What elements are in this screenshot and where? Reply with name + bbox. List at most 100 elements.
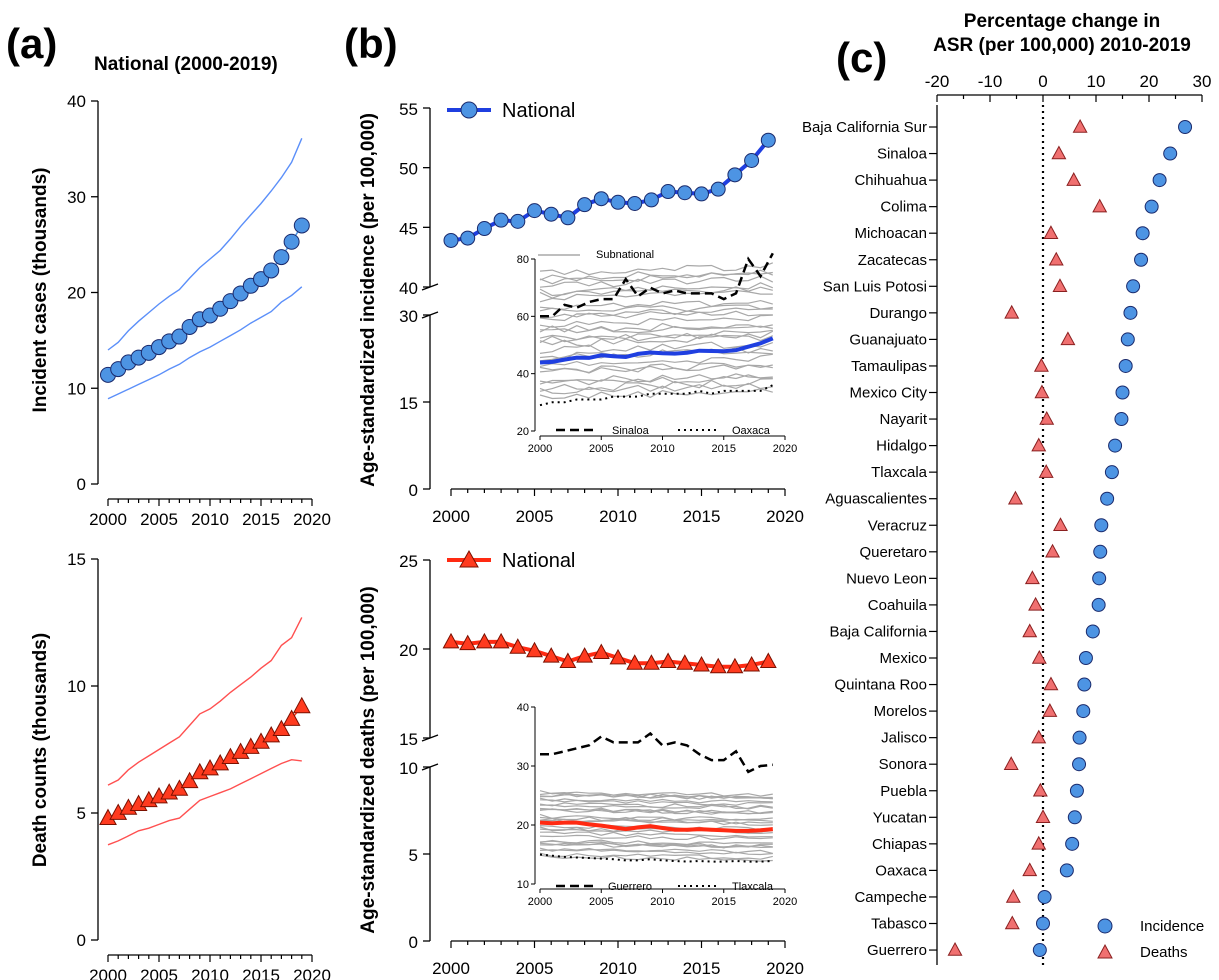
- legend-marker-circle: [460, 101, 478, 119]
- category-label: Mexico: [879, 650, 927, 667]
- incidence-point: [1126, 279, 1141, 294]
- chart-c-legend: Incidence Deaths: [1097, 918, 1204, 961]
- deaths-point: [1004, 304, 1020, 319]
- subnational-line: [539, 299, 773, 310]
- legend-label-oaxaca: Oaxaca: [732, 425, 771, 437]
- incidence-point: [1092, 571, 1107, 586]
- category-label: Tabasco: [871, 916, 927, 933]
- subnational-line: [539, 262, 774, 276]
- inset-y-tick-label: 10: [517, 879, 529, 891]
- deaths-point: [1072, 118, 1088, 133]
- x-tick-label: -20: [925, 72, 950, 91]
- category-label: Quintana Roo: [834, 677, 927, 694]
- category-label: Jalisco: [881, 730, 927, 747]
- x-tick-label: 2000: [432, 959, 470, 978]
- chart-b-deaths-ylabel: Age-standardized deaths (per 100,000): [358, 586, 379, 933]
- data-point: [744, 153, 760, 169]
- y-tick-label: 20: [67, 284, 86, 303]
- incidence-point: [1118, 358, 1133, 373]
- x-tick-label: 2010: [599, 959, 637, 978]
- subnational-line: [539, 808, 773, 815]
- y-tick-label: 0: [77, 931, 86, 950]
- subnational-line: [539, 269, 774, 282]
- x-tick-label: 2015: [683, 507, 721, 526]
- x-tick-label: 0: [1038, 72, 1047, 91]
- data-point: [693, 655, 710, 672]
- chart-b-deaths-plot: 0 5 10 15 20 25 2000 2005 2010 2015 2020 10 20 30 40 20…: [399, 552, 804, 978]
- y-tick-label: 40: [399, 279, 418, 298]
- data-point: [292, 696, 311, 714]
- subnational-line: [539, 322, 773, 333]
- chart-c-title-line1: Percentage change in: [964, 11, 1160, 32]
- incidence-point: [1072, 757, 1087, 772]
- x-tick-label: 2000: [432, 507, 470, 526]
- subnational-line: [539, 275, 774, 288]
- subnational-line: [539, 816, 773, 822]
- data-point: [627, 195, 643, 211]
- legend-marker-deaths: [1097, 943, 1113, 959]
- subnational-line: [539, 831, 773, 838]
- deaths-point: [1032, 782, 1048, 797]
- deaths-point: [1042, 703, 1058, 717]
- data-point: [592, 643, 610, 660]
- incidence-point: [1067, 810, 1082, 825]
- category-label: Baja California Sur: [802, 119, 927, 136]
- category-label: Durango: [869, 305, 927, 322]
- category-label: Tlaxcala: [871, 464, 928, 481]
- incidence-point: [1104, 465, 1119, 480]
- y-tick-label: 45: [399, 219, 418, 238]
- deaths-point: [1031, 729, 1047, 744]
- deaths-point: [1031, 649, 1047, 664]
- subnational-line: [539, 341, 774, 354]
- x-tick-label: 2010: [191, 966, 229, 980]
- inset-y-tick-label: 40: [517, 702, 529, 714]
- y-tick-label: 0: [409, 481, 418, 500]
- data-point: [263, 262, 280, 279]
- incidence-point: [1108, 438, 1123, 453]
- deaths-point: [1028, 596, 1044, 611]
- data-point: [282, 709, 301, 726]
- incidence-point: [1069, 783, 1084, 798]
- category-label: Queretaro: [859, 544, 927, 561]
- deaths-point: [1066, 172, 1082, 186]
- y-tick-label: 10: [67, 379, 86, 398]
- data-point: [559, 652, 577, 668]
- subnational-line: [539, 330, 774, 344]
- legend-label-incidence: Incidence: [1140, 918, 1204, 935]
- x-tick-label: 20: [1140, 72, 1159, 91]
- incidence-point: [1037, 889, 1052, 904]
- deaths-point: [1092, 198, 1108, 213]
- panel-label-b: (b): [344, 20, 398, 67]
- category-label: Oaxaca: [875, 862, 927, 879]
- incidence-point: [1059, 863, 1074, 878]
- subnational-line: [539, 847, 773, 855]
- inset-x-tick-label: 2005: [589, 443, 613, 455]
- chart-a-incidence-ylabel: Incident cases (thousands): [30, 168, 51, 413]
- data-point: [760, 132, 776, 148]
- x-tick-label: 10: [1087, 72, 1106, 91]
- deaths-point: [1031, 437, 1047, 452]
- chart-b-incidence-legend: National: [447, 100, 575, 122]
- category-label: Veracruz: [868, 517, 927, 534]
- deaths-point: [1039, 411, 1055, 425]
- data-point: [527, 203, 542, 219]
- incidence-point: [1091, 597, 1106, 612]
- data-point: [171, 328, 188, 345]
- inset-x-tick-label: 2020: [773, 896, 797, 908]
- incidence-point: [1114, 412, 1129, 427]
- legend-label-guerrero: Guerrero: [608, 881, 652, 893]
- data-point: [643, 192, 659, 208]
- subnational-line: [539, 852, 773, 860]
- data-point: [283, 233, 300, 250]
- y-tick-label: 15: [399, 394, 418, 413]
- deaths-point: [1003, 756, 1019, 770]
- deaths-point: [1048, 251, 1064, 266]
- y-tick-label: 10: [399, 759, 418, 778]
- lower-bound-line: [107, 758, 302, 846]
- data-point: [526, 641, 543, 658]
- data-point: [543, 206, 559, 222]
- y-tick-label: 55: [399, 100, 418, 119]
- inset-x-tick-label: 2000: [528, 443, 552, 455]
- incidence-point: [1093, 544, 1108, 559]
